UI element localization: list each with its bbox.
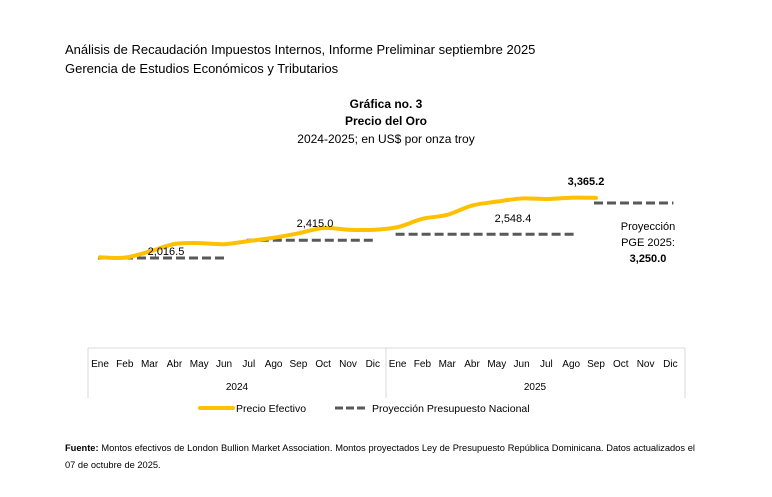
precio-efectivo-line (98, 195, 598, 261)
pge-value: 3,250.0 (630, 253, 667, 265)
month-tick-label: Dic (366, 359, 380, 370)
pge-label-2: PGE 2025: (621, 237, 675, 249)
month-tick-label: Sep (290, 359, 308, 370)
month-tick-label: May (487, 359, 506, 370)
x-axis: Ene Feb Mar Abr May Jun Jul Ago Sep Oct Nov Dic Ene F… (87, 347, 686, 398)
month-tick-label: Nov (339, 359, 357, 370)
month-tick-label: May (190, 359, 209, 370)
month-tick-label: Sep (587, 359, 605, 370)
month-tick-label: Abr (167, 359, 183, 370)
legend-label-proyeccion: Proyección Presupuesto Nacional (372, 403, 530, 415)
data-label-2024h2: 2,415.0 (297, 218, 334, 230)
legend: Precio Efectivo Proyección Presupuesto N… (198, 403, 530, 415)
month-tick-label: Ago (265, 359, 283, 370)
report-title: Análisis de Recaudación Impuestos Intern… (65, 42, 536, 57)
month-tick-label: Jun (216, 359, 232, 370)
department-name: Gerencia de Estudios Económicos y Tribut… (65, 61, 339, 76)
legend-label-precio: Precio Efectivo (236, 403, 306, 415)
chart-subtitle: 2024-2025; en US$ por onza troy (297, 132, 474, 146)
month-tick-label: Oct (315, 359, 331, 370)
month-tick-label: Feb (414, 359, 432, 370)
chart-title: Precio del Oro (345, 114, 427, 128)
year-label-2025: 2025 (524, 382, 547, 393)
data-label-2024h1: 2,016.5 (148, 246, 185, 258)
month-tick-label: Ene (389, 359, 407, 370)
month-tick-label: Jul (242, 359, 255, 370)
month-tick-label: Jun (514, 359, 530, 370)
month-tick-label: Ene (91, 359, 109, 370)
pge-label-1: Proyección (621, 221, 675, 233)
month-tick-label: Mar (439, 359, 457, 370)
data-label-2025: 2,548.4 (495, 213, 532, 225)
data-label-last: 3,365.2 (568, 176, 605, 188)
month-tick-label: Feb (116, 359, 134, 370)
month-tick-label: Mar (141, 359, 159, 370)
source-label: Fuente: (65, 443, 99, 453)
source-note: Fuente: Montos efectivos de London Bulli… (65, 440, 695, 474)
month-tick-label: Jul (540, 359, 553, 370)
source-text: Montos efectivos de London Bullion Marke… (65, 443, 695, 470)
chart-label: Gráfica no. 3 (350, 97, 423, 111)
month-tick-label: Nov (637, 359, 655, 370)
year-label-2024: 2024 (226, 382, 249, 393)
month-tick-label: Ago (562, 359, 580, 370)
month-tick-label: Oct (613, 359, 629, 370)
month-tick-label: Abr (464, 359, 480, 370)
month-tick-label: Dic (663, 359, 677, 370)
